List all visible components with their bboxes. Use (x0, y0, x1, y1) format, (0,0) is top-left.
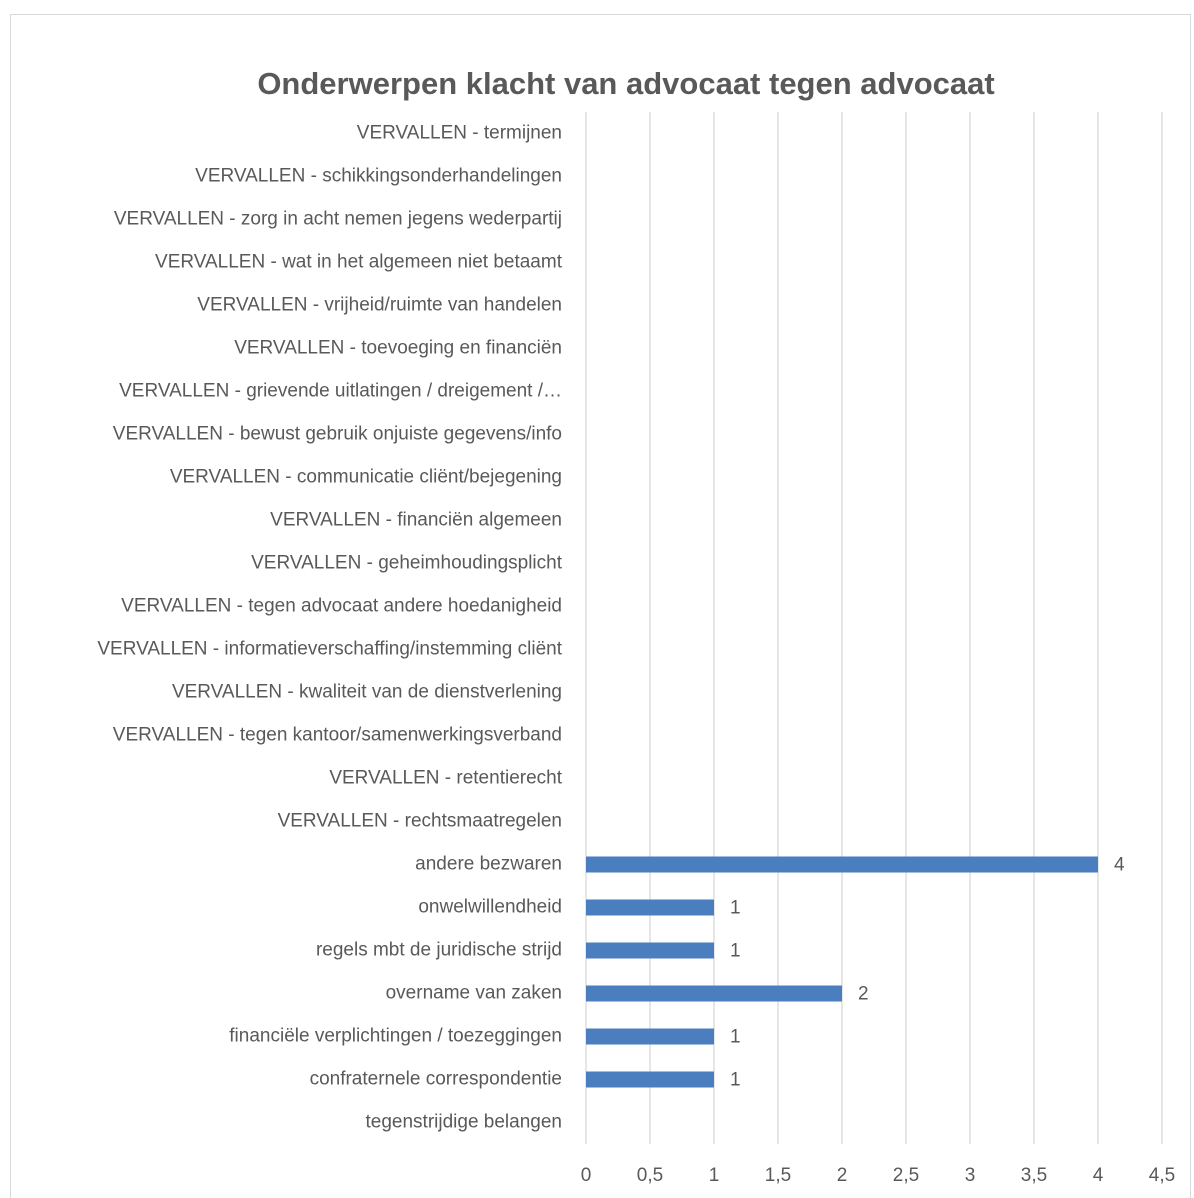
y-tick-label: VERVALLEN - bewust gebruik onjuiste gege… (113, 424, 562, 445)
bar (586, 899, 714, 916)
y-tick-label: onwelwillendheid (418, 897, 562, 918)
bar (586, 1028, 714, 1045)
data-label: 1 (730, 898, 741, 919)
y-tick-label: VERVALLEN - termijnen (357, 123, 562, 144)
x-tick-label: 0,5 (637, 1165, 663, 1186)
y-tick-label: VERVALLEN - zorg in acht nemen jegens we… (114, 209, 562, 230)
y-tick-label: VERVALLEN - communicatie cliënt/bejegeni… (170, 467, 562, 488)
data-label: 2 (858, 984, 869, 1005)
y-tick-label: VERVALLEN - geheimhoudingsplicht (251, 553, 563, 574)
x-tick-label: 3,5 (1021, 1165, 1047, 1186)
x-tick-label: 2 (837, 1165, 848, 1186)
data-label: 1 (730, 1070, 741, 1091)
x-tick-label: 1,5 (765, 1165, 791, 1186)
x-tick-label: 4,5 (1149, 1165, 1175, 1186)
x-tick-label: 3 (965, 1165, 976, 1186)
y-tick-label: VERVALLEN - retentierecht (329, 768, 562, 789)
y-tick-label: overname van zaken (386, 983, 562, 1004)
y-tick-label: VERVALLEN - financiën algemeen (270, 510, 562, 531)
data-label: 1 (730, 941, 741, 962)
x-tick-label: 2,5 (893, 1165, 919, 1186)
y-tick-label: andere bezwaren (415, 854, 562, 875)
y-tick-label: VERVALLEN - grievende uitlatingen / drei… (119, 381, 562, 402)
chart-title: Onderwerpen klacht van advocaat tegen ad… (257, 66, 994, 101)
bar (586, 1071, 714, 1088)
y-tick-label: confraternele correspondentie (310, 1069, 562, 1090)
y-tick-label: VERVALLEN - tegen kantoor/samenwerkingsv… (113, 725, 562, 746)
y-tick-label: VERVALLEN - schikkingsonderhandelingen (195, 166, 562, 187)
y-tick-label: VERVALLEN - kwaliteit van de dienstverle… (172, 682, 562, 703)
y-tick-label: VERVALLEN - toevoeging en financiën (234, 338, 562, 359)
y-tick-label: VERVALLEN - tegen advocaat andere hoedan… (121, 596, 562, 617)
x-tick-label: 0 (581, 1165, 592, 1186)
y-tick-label: financiële verplichtingen / toezeggingen (229, 1026, 562, 1047)
x-tick-label: 1 (709, 1165, 720, 1186)
y-tick-label: tegenstrijdige belangen (366, 1112, 563, 1133)
bar (586, 985, 842, 1002)
y-tick-label: VERVALLEN - rechtsmaatregelen (278, 811, 562, 832)
y-tick-label: VERVALLEN - wat in het algemeen niet bet… (155, 252, 563, 273)
bar (586, 856, 1098, 873)
x-tick-label: 4 (1093, 1165, 1104, 1186)
y-tick-label: VERVALLEN - informatieverschaffing/inste… (97, 639, 562, 660)
bar (586, 942, 714, 959)
y-tick-label: VERVALLEN - vrijheid/ruimte van handelen (197, 295, 562, 316)
data-label: 1 (730, 1027, 741, 1048)
y-tick-label: regels mbt de juridische strijd (316, 940, 562, 961)
data-label: 4 (1114, 855, 1125, 876)
